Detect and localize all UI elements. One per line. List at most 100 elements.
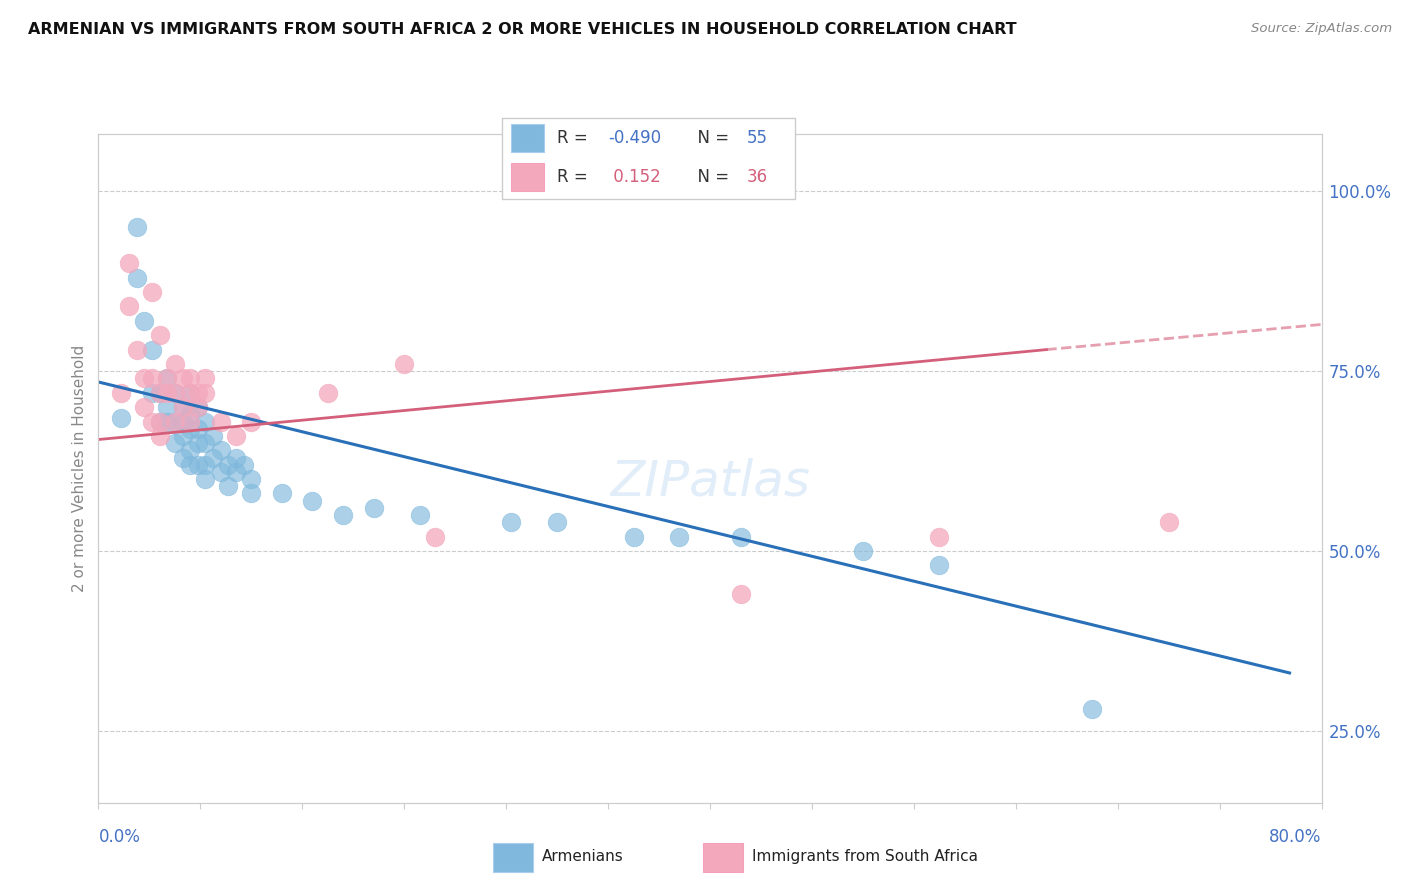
Text: N =: N = [686, 168, 734, 186]
Point [194, 371, 217, 385]
Point [149, 385, 172, 400]
Point [1081, 702, 1104, 716]
FancyBboxPatch shape [512, 125, 544, 152]
Point [163, 436, 186, 450]
Text: N =: N = [686, 128, 734, 146]
Point [668, 530, 690, 544]
Text: 55: 55 [747, 128, 768, 146]
Point [134, 371, 156, 385]
Point [209, 415, 232, 429]
Point [187, 385, 209, 400]
Point [332, 508, 354, 522]
Text: 80.0%: 80.0% [1270, 829, 1322, 847]
Point [194, 436, 217, 450]
Point [179, 408, 201, 422]
Point [187, 400, 209, 414]
Point [501, 515, 523, 529]
Point [179, 422, 201, 436]
Point [156, 400, 179, 414]
Point [118, 256, 141, 270]
Point [156, 371, 179, 385]
Point [172, 415, 194, 429]
Point [134, 400, 156, 414]
Point [141, 343, 163, 357]
Point [240, 415, 263, 429]
Point [209, 465, 232, 479]
Point [141, 371, 163, 385]
FancyBboxPatch shape [512, 163, 544, 191]
Point [125, 220, 148, 235]
Point [172, 371, 194, 385]
Point [179, 385, 201, 400]
FancyBboxPatch shape [703, 843, 744, 872]
Point [172, 450, 194, 465]
Text: R =: R = [557, 128, 592, 146]
Point [179, 415, 201, 429]
Point [202, 450, 225, 465]
Point [163, 385, 186, 400]
Point [187, 458, 209, 472]
Point [301, 493, 323, 508]
Point [149, 328, 172, 343]
Text: Immigrants from South Africa: Immigrants from South Africa [752, 849, 979, 863]
Point [141, 385, 163, 400]
Point [194, 385, 217, 400]
Point [187, 422, 209, 436]
Text: R =: R = [557, 168, 592, 186]
Point [149, 415, 172, 429]
Point [194, 472, 217, 486]
Point [194, 415, 217, 429]
Point [187, 400, 209, 414]
Point [110, 385, 132, 400]
Point [423, 530, 446, 544]
Y-axis label: 2 or more Vehicles in Household: 2 or more Vehicles in Household [72, 344, 87, 592]
Point [179, 385, 201, 400]
Point [730, 587, 752, 601]
Point [392, 357, 416, 371]
FancyBboxPatch shape [502, 118, 796, 199]
Text: -0.490: -0.490 [607, 128, 661, 146]
Point [149, 415, 172, 429]
Point [730, 530, 752, 544]
Point [225, 429, 247, 443]
Text: Armenians: Armenians [543, 849, 624, 863]
FancyBboxPatch shape [492, 843, 533, 872]
Point [179, 443, 201, 458]
Point [217, 479, 239, 493]
Point [110, 411, 132, 425]
Point [928, 558, 950, 573]
Point [408, 508, 430, 522]
Point [225, 450, 247, 465]
Point [172, 400, 194, 414]
Point [141, 285, 163, 299]
Point [225, 465, 247, 479]
Text: ARMENIAN VS IMMIGRANTS FROM SOUTH AFRICA 2 OR MORE VEHICLES IN HOUSEHOLD CORRELA: ARMENIAN VS IMMIGRANTS FROM SOUTH AFRICA… [28, 22, 1017, 37]
Point [141, 415, 163, 429]
Text: 0.0%: 0.0% [98, 829, 141, 847]
Text: 36: 36 [747, 168, 768, 186]
Point [179, 371, 201, 385]
Point [179, 458, 201, 472]
Point [928, 530, 950, 544]
Point [194, 458, 217, 472]
Point [240, 472, 263, 486]
Point [125, 343, 148, 357]
Text: ZIPatlas: ZIPatlas [610, 458, 810, 506]
Point [187, 436, 209, 450]
Text: Source: ZipAtlas.com: Source: ZipAtlas.com [1251, 22, 1392, 36]
Point [163, 415, 186, 429]
Text: 0.152: 0.152 [607, 168, 661, 186]
Point [125, 270, 148, 285]
Point [149, 429, 172, 443]
Point [134, 314, 156, 328]
Point [118, 300, 141, 314]
Point [163, 385, 186, 400]
Point [232, 458, 254, 472]
Point [316, 385, 339, 400]
Point [217, 458, 239, 472]
Point [209, 443, 232, 458]
Point [546, 515, 568, 529]
Point [156, 385, 179, 400]
Point [363, 500, 385, 515]
Point [172, 400, 194, 414]
